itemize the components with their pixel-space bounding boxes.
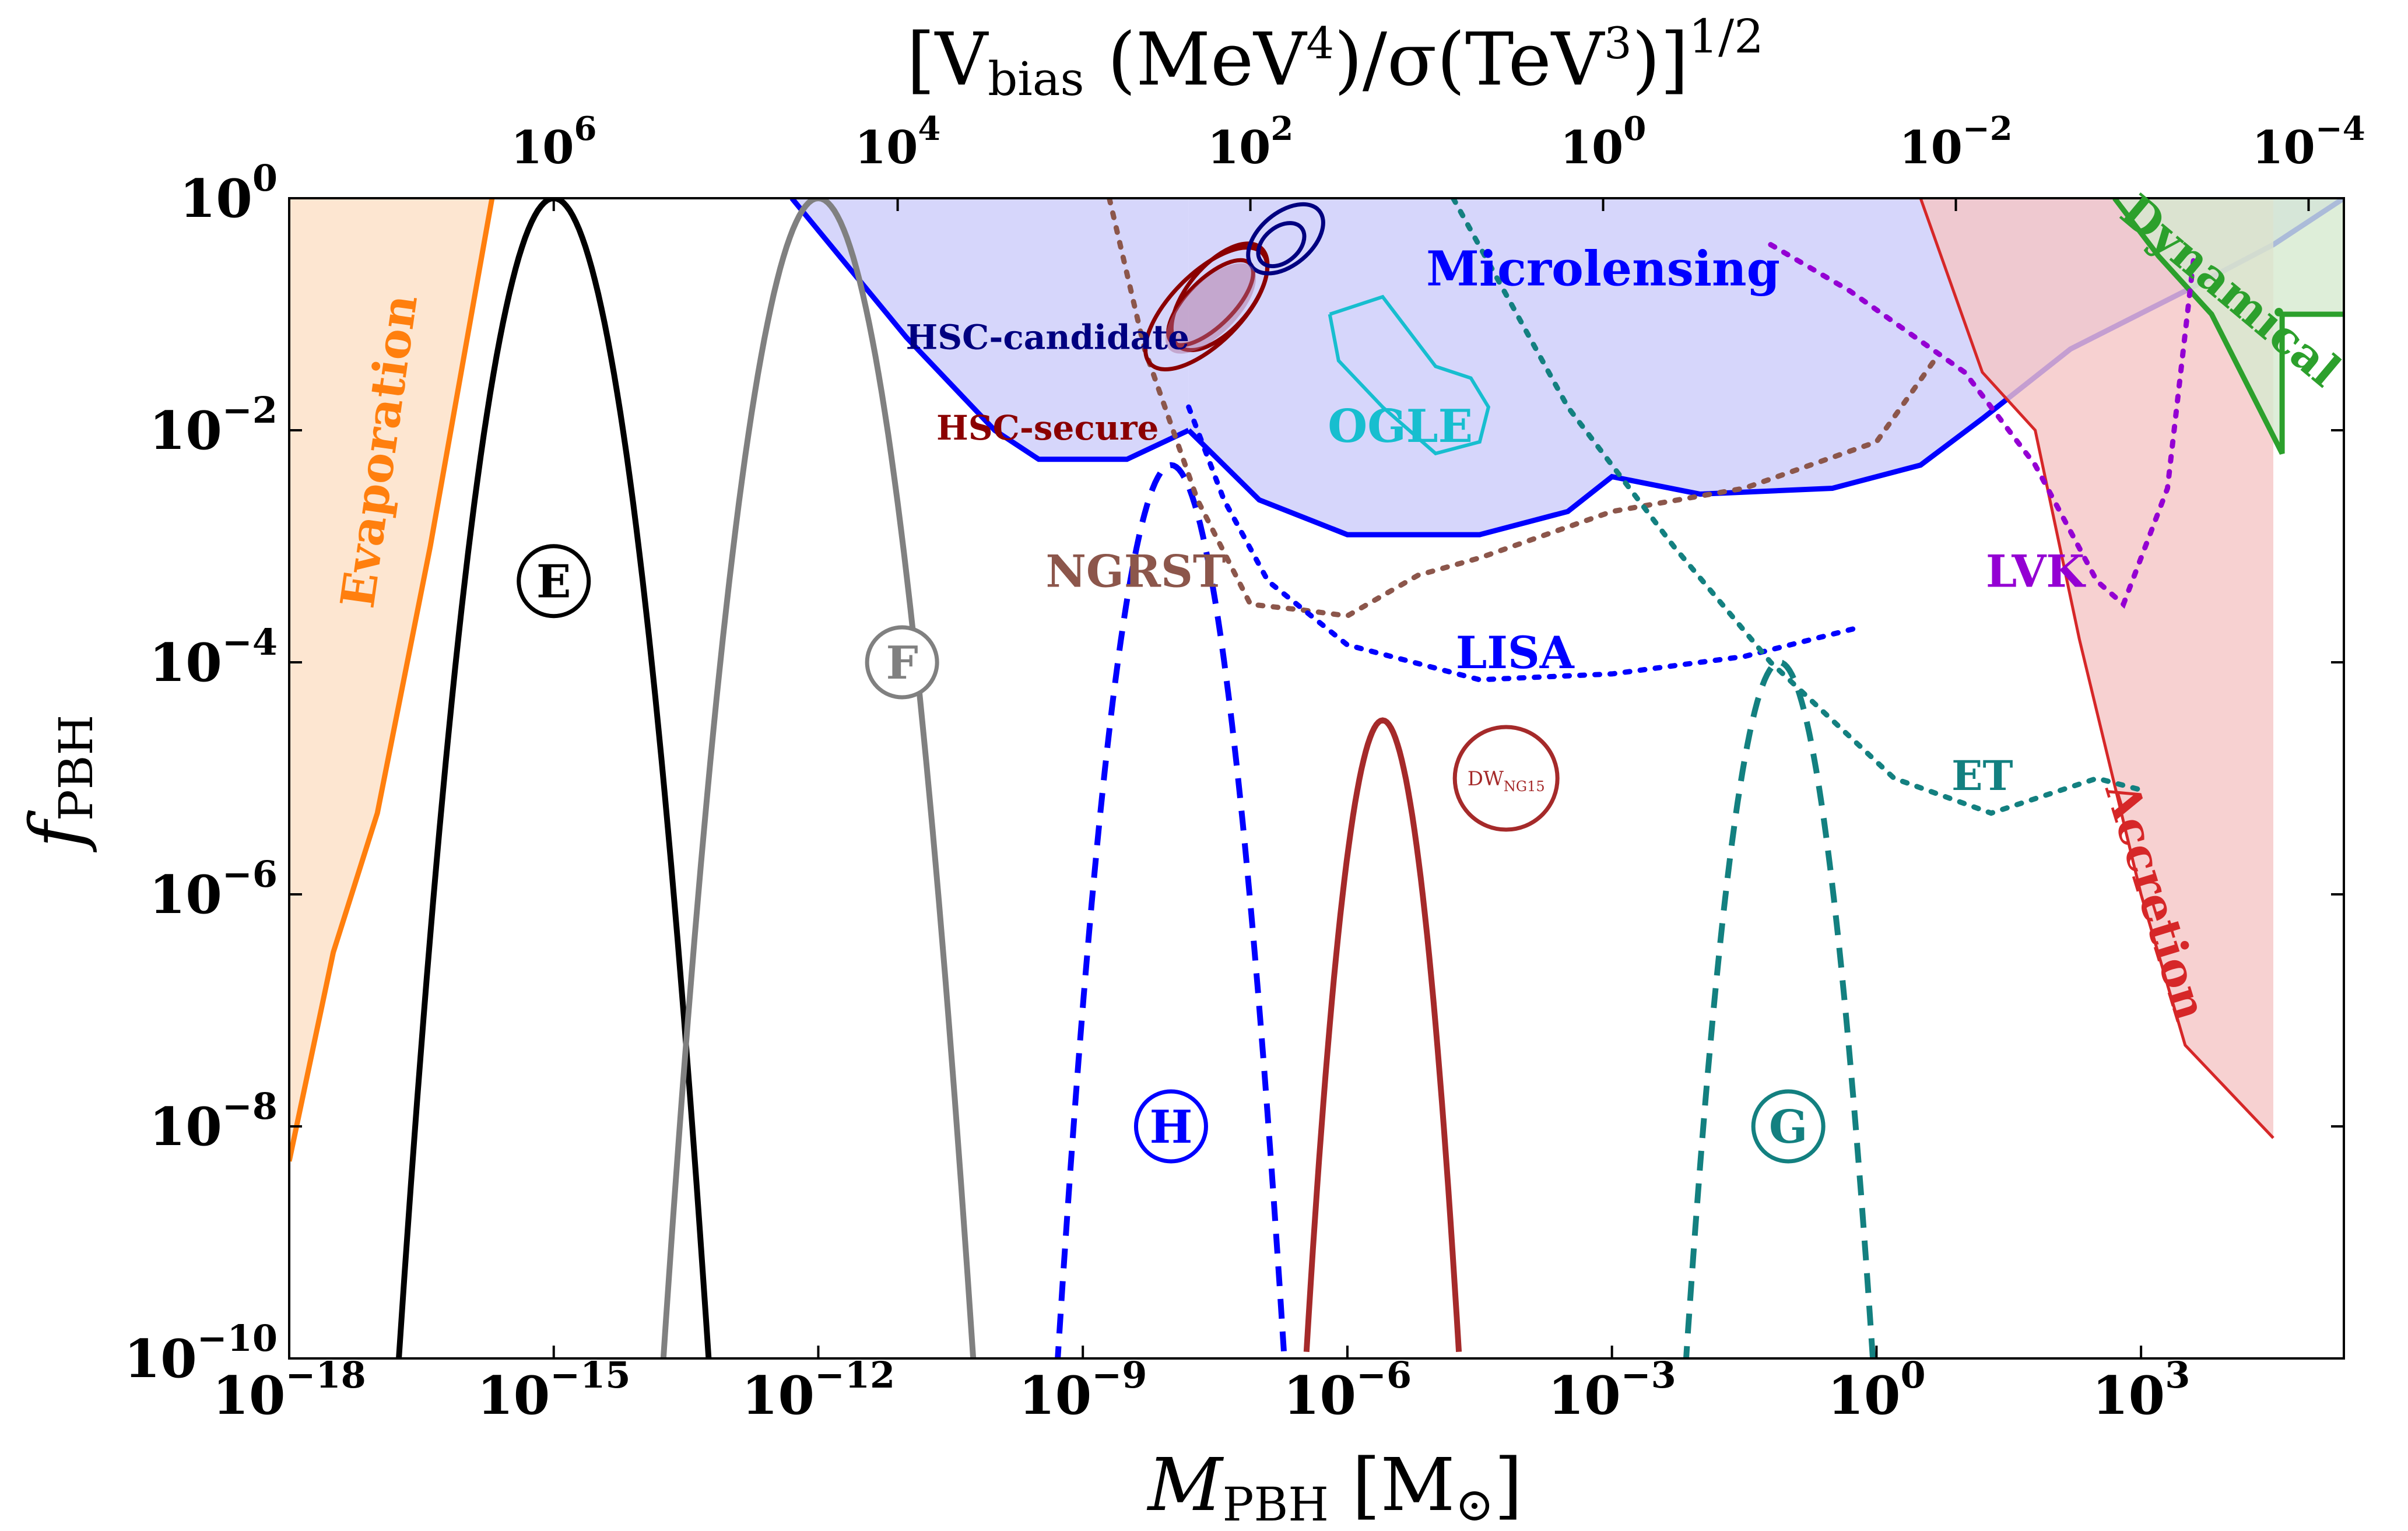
region-edge-microlensing-1	[789, 198, 1190, 462]
top-tick-label: 10−2	[1899, 110, 2012, 174]
ticks-layer: 10−18 10−15 10−12 10−9 10−6 10−3 100 103 100 10−2…	[124, 110, 2365, 1427]
region-edge-dynamical-4	[2112, 198, 2344, 455]
label-lisa: LISA	[1456, 627, 1575, 679]
circle-marker-label-f: F	[886, 637, 918, 690]
region-fill-evaporation-0	[289, 198, 492, 1358]
circle-marker-dw	[1452, 725, 1560, 832]
circle-marker-e	[517, 544, 591, 619]
label-lvk: LVK	[1986, 546, 2086, 598]
regions-layer	[289, 198, 2344, 1358]
ogle-contour	[1328, 294, 1491, 456]
circle-marker-label-g: G	[1769, 1101, 1808, 1154]
label-et: ET	[1951, 752, 2013, 800]
sensitivity-ngrst	[1107, 198, 1941, 619]
plot-frame	[288, 197, 2345, 1360]
x-tick-label: 103	[2092, 1354, 2190, 1427]
sensitivity-lvk	[1768, 242, 2197, 609]
circle-marker-label-dw: DWNG15	[1468, 767, 1545, 795]
hsc-candidate-ellipse-1	[1246, 202, 1325, 276]
label-hsc_candidate: HSC-candidate	[906, 318, 1189, 357]
circle-marker-f	[865, 625, 939, 700]
region-fill-dynamical-4	[2114, 198, 2344, 454]
y-tick-label: 10−6	[149, 853, 278, 926]
y-tick-label: 10−10	[124, 1317, 278, 1390]
x-tick-label: 10−15	[477, 1354, 630, 1427]
label-ngrst: NGRST	[1045, 546, 1226, 598]
top-tick-label: 10−4	[2252, 110, 2365, 174]
region-edge-evaporation-0	[289, 198, 495, 1162]
peak-curve-dw	[1303, 717, 1462, 1353]
x-tick-label: 10−9	[1019, 1354, 1147, 1427]
y-tick-label: 10−4	[149, 621, 278, 694]
hsc-overlap-fill	[1165, 263, 1256, 354]
y-tick-label: 100	[180, 157, 278, 230]
peak-curve-H	[1055, 462, 1287, 1358]
top-tick-label: 104	[855, 110, 941, 174]
x-tick-label: 10−6	[1283, 1354, 1412, 1427]
circle-marker-label-e: E	[536, 556, 571, 609]
y-tick-label: 10−8	[149, 1085, 278, 1158]
label-ogle: OGLE	[1328, 400, 1473, 453]
circle-marker-label-h: H	[1150, 1101, 1193, 1154]
circle-marker-h	[1133, 1089, 1208, 1164]
x-tick-label: 10−3	[1547, 1354, 1676, 1427]
region-edge-accretion-3	[1919, 198, 2274, 1139]
peak-curve-F	[660, 198, 977, 1358]
label-hsc_secure: HSC-secure	[936, 408, 1159, 448]
label-microlensing: Microlensing	[1426, 241, 1780, 297]
curves-layer	[396, 198, 2197, 1358]
top-tick-label: 106	[511, 110, 597, 174]
y-axis-title: fPBH	[15, 715, 103, 853]
top-axis-title: [Vbias (MeV4)/σ(TeV3)]1/2	[907, 9, 1764, 106]
sensitivity-et	[1450, 198, 2144, 816]
top-tick-label: 100	[1560, 110, 1647, 174]
top-tick-label: 102	[1207, 110, 1294, 174]
region-fill-microlensing-1	[792, 198, 1189, 459]
peak-curve-E	[396, 198, 712, 1358]
x-axis-title: MPBH [M⊙]	[1147, 1443, 1523, 1528]
region-fill-accretion-3	[1921, 198, 2273, 1138]
sensitivity-lisa	[1186, 404, 1862, 683]
x-tick-label: 10−12	[742, 1354, 895, 1427]
hsc-candidate-ellipse-2	[1256, 221, 1307, 269]
x-tick-label: 10−18	[212, 1354, 366, 1427]
y-tick-label: 10−2	[149, 389, 278, 462]
circle-marker-g	[1751, 1089, 1826, 1164]
peak-curve-G	[1683, 659, 1876, 1358]
hsc-contours	[1143, 202, 1325, 372]
x-tick-label: 100	[1827, 1354, 1925, 1427]
